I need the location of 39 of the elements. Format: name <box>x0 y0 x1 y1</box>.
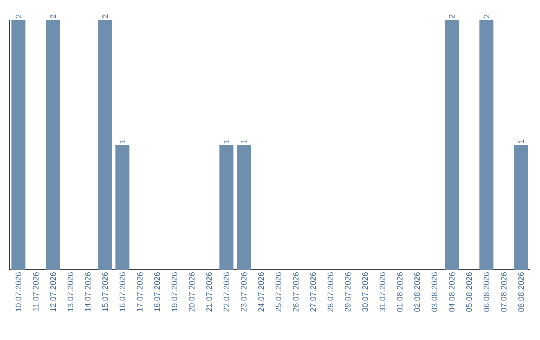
x-tick-label: 28.07.2026 <box>328 272 334 312</box>
x-tick-label: 17.07.2026 <box>137 272 143 312</box>
x-tick-label: 25.07.2026 <box>276 272 282 312</box>
x-tick-label: 13.07.2026 <box>68 272 74 312</box>
x-tick-label: 29.07.2026 <box>345 272 351 312</box>
data-label: 2 <box>484 14 490 18</box>
x-tick-label: 02.08.2026 <box>414 272 420 312</box>
x-tick-label: 26.07.2026 <box>293 272 299 312</box>
x-tick-label: 06.08.2026 <box>484 272 490 312</box>
x-tick-label: 05.08.2026 <box>466 272 472 312</box>
x-tick-label: 30.07.2026 <box>362 272 368 312</box>
x-tick-label: 08.08.2026 <box>518 272 524 312</box>
data-label: 1 <box>518 140 524 144</box>
x-tick-label: 04.08.2026 <box>449 272 455 312</box>
x-tick-label: 19.07.2026 <box>172 272 178 312</box>
x-tick-label: 07.08.2026 <box>501 272 507 312</box>
x-tick-label: 01.08.2026 <box>397 272 403 312</box>
data-label: 2 <box>50 14 56 18</box>
x-tick-label: 23.07.2026 <box>241 272 247 312</box>
x-tick-label: 22.07.2026 <box>224 272 230 312</box>
x-tick-label: 16.07.2026 <box>120 272 126 312</box>
data-label: 2 <box>16 14 22 18</box>
x-tick-label: 20.07.2026 <box>189 272 195 312</box>
data-label: 2 <box>102 14 108 18</box>
x-tick-label: 27.07.2026 <box>310 272 316 312</box>
x-tick-label: 14.07.2026 <box>85 272 91 312</box>
x-tick-label: 12.07.2026 <box>50 272 56 312</box>
x-tick-label: 11.07.2026 <box>33 272 39 312</box>
data-label: 1 <box>120 140 126 144</box>
x-tick-label: 03.08.2026 <box>432 272 438 312</box>
x-tick-label: 10.07.2026 <box>16 272 22 312</box>
data-label: 1 <box>224 140 230 144</box>
x-tick-label: 24.07.2026 <box>258 272 264 312</box>
data-label: 2 <box>449 14 455 18</box>
x-tick-label: 31.07.2026 <box>380 272 386 312</box>
x-tick-label: 15.07.2026 <box>102 272 108 312</box>
x-tick-label: 21.07.2026 <box>206 272 212 312</box>
x-tick-label: 18.07.2026 <box>154 272 160 312</box>
data-label: 1 <box>241 140 247 144</box>
